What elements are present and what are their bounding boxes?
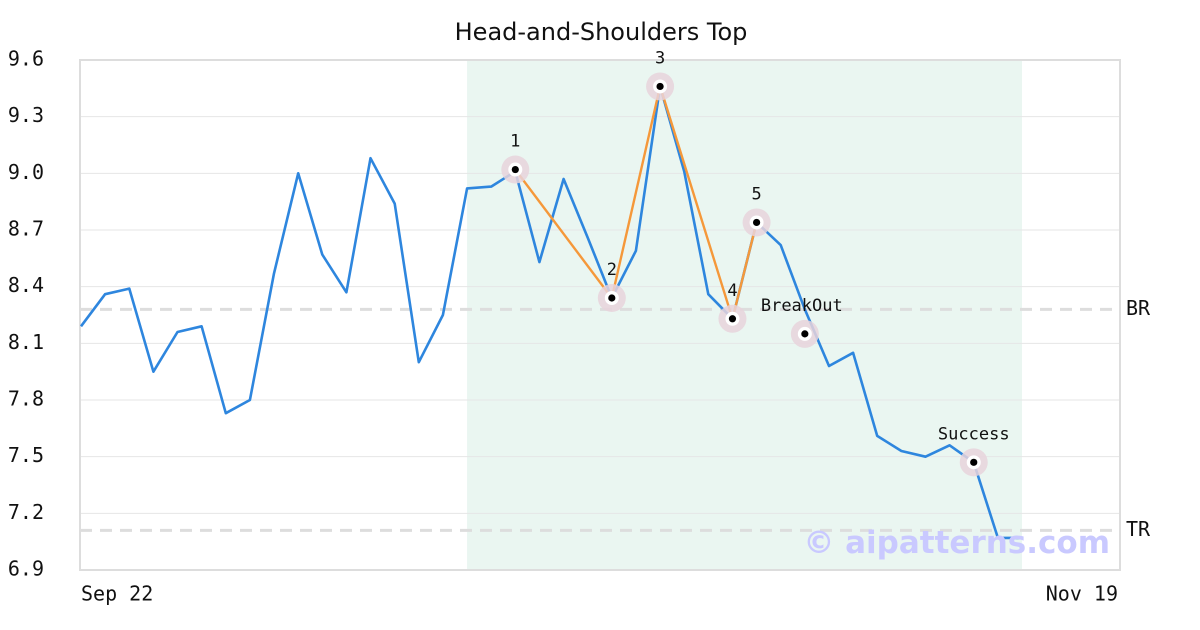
- price-line: [79, 85, 1022, 540]
- marker-dot: [752, 218, 761, 227]
- marker-label: 2: [607, 260, 617, 280]
- marker-label: 1: [510, 132, 520, 152]
- y-tick-label: 7.5: [8, 443, 44, 467]
- marker-label: 5: [751, 184, 761, 204]
- marker-label: Success: [938, 424, 1010, 444]
- y-tick-label: 7.8: [8, 387, 44, 411]
- reference-label: TR: [1126, 517, 1151, 541]
- x-tick-label: Sep 22: [81, 582, 153, 606]
- marker-dot: [970, 458, 978, 466]
- y-tick-label: 8.7: [8, 217, 44, 241]
- marker-label: BreakOut: [761, 296, 843, 316]
- chart-title: Head-and-Shoulders Top: [455, 18, 748, 46]
- x-tick-label: Nov 19: [1046, 582, 1118, 606]
- marker-label: 4: [727, 281, 737, 301]
- marker-label: 3: [655, 48, 665, 68]
- y-tick-label: 9.3: [8, 103, 44, 127]
- y-tick-label: 8.1: [8, 330, 44, 354]
- marker-dot: [801, 330, 809, 338]
- watermark: © aipatterns.com: [803, 525, 1110, 561]
- y-tick-label: 6.9: [8, 557, 44, 581]
- y-tick-label: 9.6: [8, 47, 44, 71]
- plot-frame: [79, 59, 1121, 571]
- reference-label: BR: [1126, 296, 1151, 320]
- marker-dot: [608, 294, 616, 302]
- y-tick-label: 9.0: [8, 160, 44, 184]
- marker-dot: [728, 315, 737, 323]
- y-tick-label: 8.4: [8, 273, 44, 297]
- y-tick-label: 7.2: [8, 500, 44, 524]
- marker-dot: [511, 165, 519, 174]
- marker-dot: [656, 82, 664, 91]
